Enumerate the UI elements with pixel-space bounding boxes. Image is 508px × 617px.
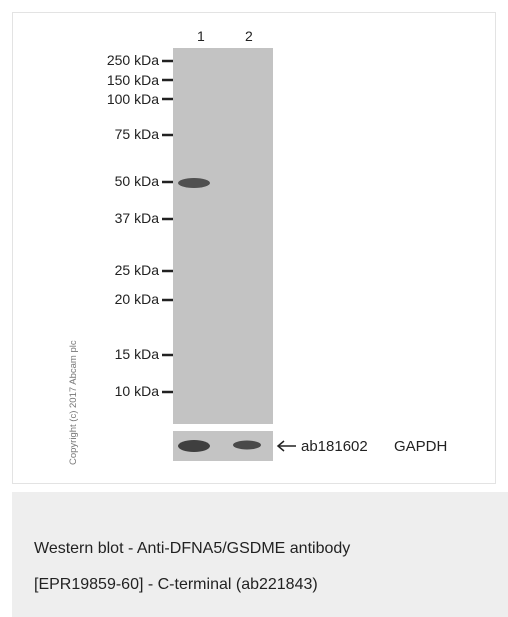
marker-label: 75 kDa — [115, 126, 160, 142]
arrow-icon — [276, 440, 296, 452]
band-lane2-gapdh — [233, 440, 261, 450]
loading-control-antibody: ab181602 — [301, 438, 368, 455]
caption-line-2: [EPR19859-60] - C-terminal (ab221843) — [34, 576, 318, 593]
marker-label: 150 kDa — [107, 72, 159, 88]
lane-label-1: 1 — [197, 28, 205, 44]
copyright-text: Copyright (c) 2017 Abcam plc — [68, 340, 79, 465]
marker-label: 10 kDa — [115, 383, 160, 399]
caption-box: Western blot - Anti-DFNA5/GSDME antibody… — [12, 492, 508, 617]
marker-label: 250 kDa — [107, 52, 159, 68]
marker-label: 15 kDa — [115, 346, 160, 362]
marker-label: 37 kDa — [115, 210, 160, 226]
main-membrane — [173, 48, 273, 424]
marker-label: 50 kDa — [115, 173, 160, 189]
figure-card: 1 2 250 kDa 150 kDa 100 kDa 75 kDa 50 kD… — [12, 12, 508, 617]
marker-label: 100 kDa — [107, 91, 159, 107]
loading-control-target: GAPDH — [394, 438, 447, 455]
marker-ticks — [162, 59, 173, 394]
lane-label-2: 2 — [245, 28, 253, 44]
band-lane1-50kda — [178, 178, 210, 188]
western-blot-image: 1 2 250 kDa 150 kDa 100 kDa 75 kDa 50 kD… — [68, 28, 447, 465]
marker-label: 20 kDa — [115, 291, 160, 307]
marker-label: 25 kDa — [115, 262, 160, 278]
caption-line-1: Western blot - Anti-DFNA5/GSDME antibody — [34, 540, 351, 557]
figure-frame: 1 2 250 kDa 150 kDa 100 kDa 75 kDa 50 kD… — [12, 12, 496, 484]
band-lane1-gapdh — [178, 440, 210, 452]
